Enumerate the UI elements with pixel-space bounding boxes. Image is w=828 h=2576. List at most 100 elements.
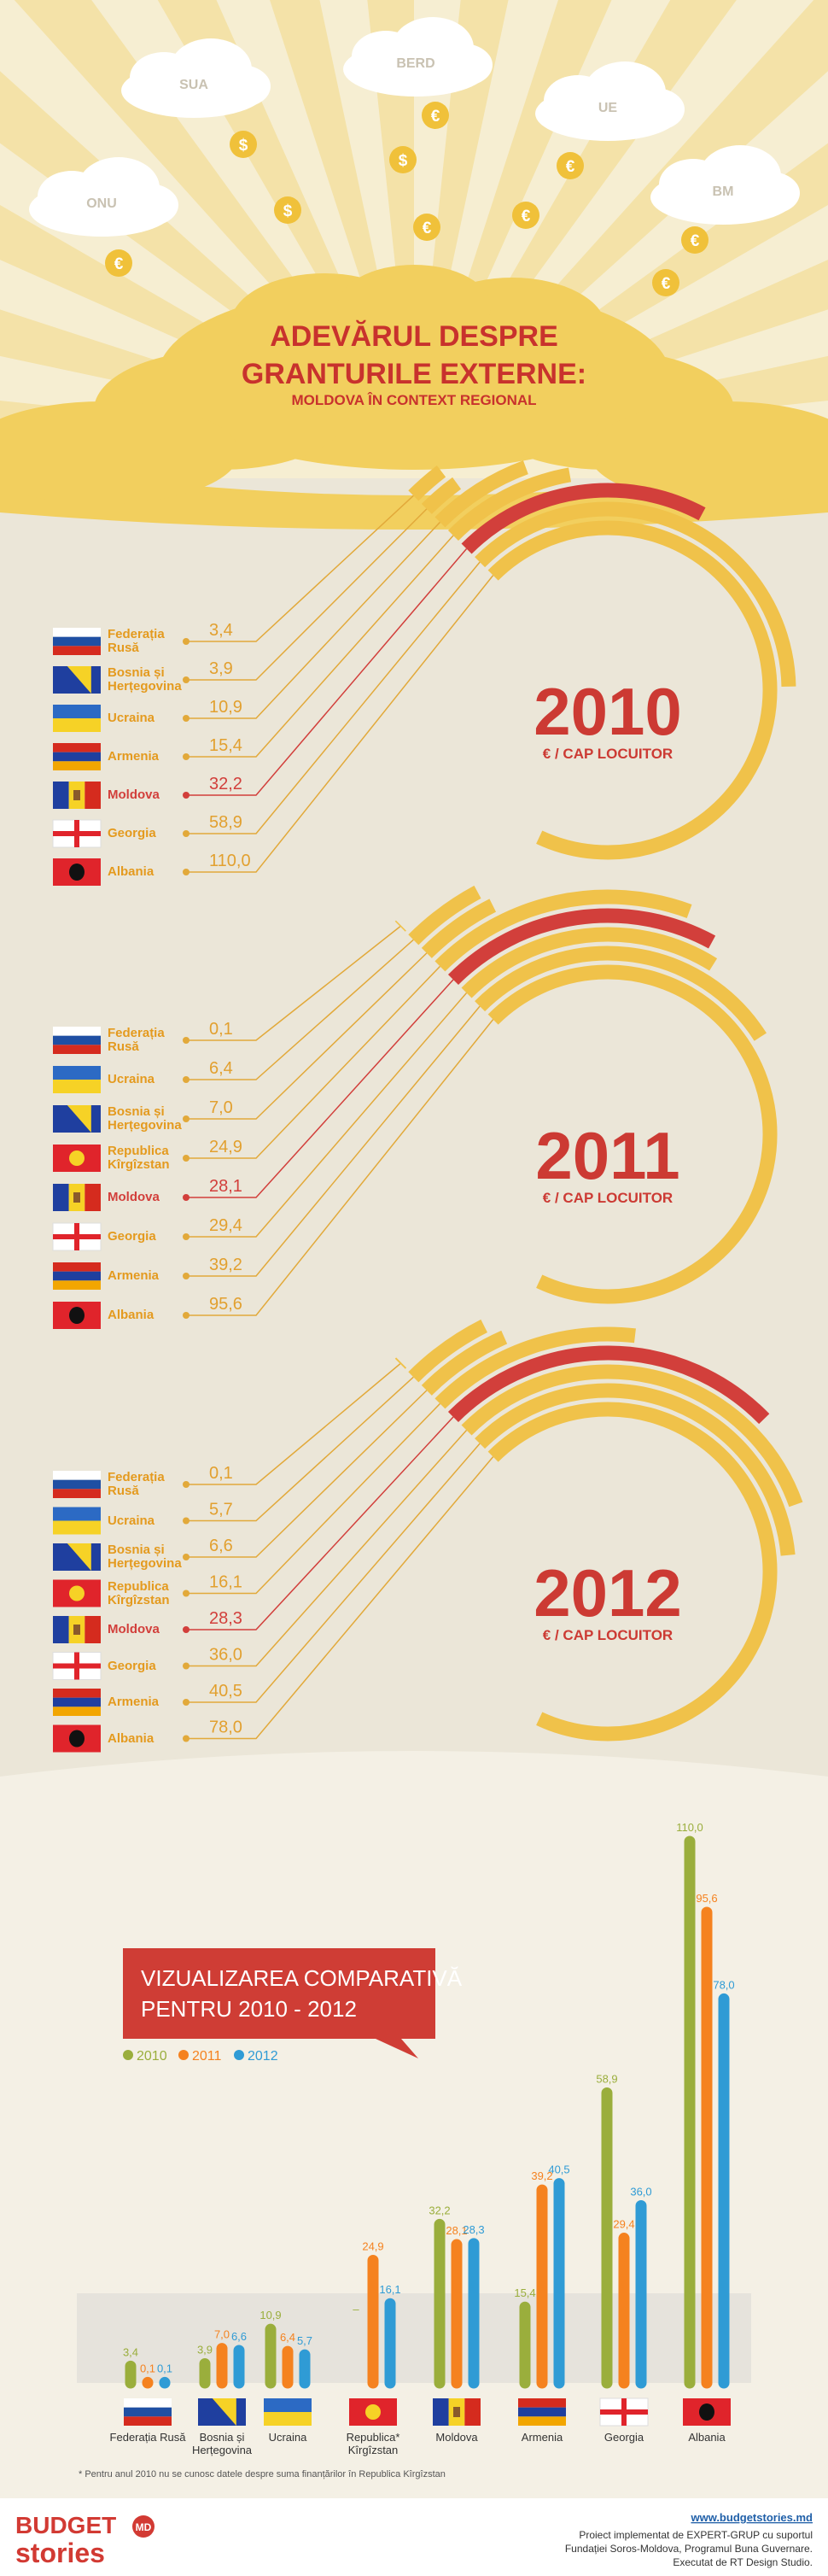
coin — [105, 249, 132, 277]
flag — [53, 1663, 101, 1669]
section-bg — [0, 478, 828, 1794]
coin — [557, 152, 584, 179]
flag — [53, 1471, 101, 1480]
leader-dot — [183, 715, 190, 722]
bar-value-label: 5,7 — [297, 2334, 312, 2347]
coin-symbol: € — [423, 220, 432, 237]
flag — [67, 666, 91, 694]
leader-dot — [183, 1037, 190, 1044]
coin-symbol: € — [431, 108, 440, 126]
leader-line — [186, 548, 468, 796]
bar-value-label: 32,2 — [429, 2204, 450, 2216]
unit: € / CAP LOCUITOR — [543, 746, 673, 762]
coin-symbol: € — [566, 158, 575, 176]
leader-dot — [183, 1233, 190, 1240]
leader-dot — [183, 1554, 190, 1560]
chart-title-box — [123, 1948, 435, 2058]
footer-url: www.budgetstories.md — [690, 2511, 813, 2524]
flag — [69, 1150, 85, 1166]
bar-value-label: 3,4 — [123, 2345, 138, 2358]
leader-line — [186, 1005, 481, 1277]
legend-label: 2012 — [248, 2049, 278, 2064]
flag — [53, 718, 101, 732]
cloud — [740, 172, 800, 214]
bar-value-label: 6,6 — [231, 2330, 247, 2343]
leader-dot — [183, 1273, 190, 1279]
legend-dot — [123, 2050, 133, 2060]
bar-value-label: 29,4 — [613, 2218, 634, 2231]
value-label: 16,1 — [209, 1573, 242, 1592]
leader-line — [186, 495, 414, 642]
bar-value-label: 28,3 — [463, 2223, 484, 2236]
logo: BUDGET — [15, 2512, 116, 2538]
flag — [124, 2398, 172, 2408]
value-label: 0,1 — [209, 1464, 233, 1483]
flag — [73, 790, 80, 800]
flag — [53, 743, 101, 752]
flag — [264, 2412, 312, 2426]
chart-title: VIZUALIZAREA COMPARATIVĂ — [141, 1965, 463, 1991]
flag — [53, 831, 101, 836]
flag — [124, 2416, 172, 2426]
leader-dot — [183, 1155, 190, 1162]
leader-dot — [183, 1194, 190, 1201]
flag — [69, 1307, 85, 1324]
chart-title: PENTRU 2010 - 2012 — [141, 1996, 357, 2022]
bar-value-label: 0,1 — [140, 2362, 155, 2374]
arc — [434, 1326, 636, 1409]
chart-base-band — [77, 2293, 751, 2383]
cloud-label: BERD — [396, 56, 434, 71]
flag — [67, 1105, 91, 1133]
coin-symbol: $ — [283, 202, 293, 220]
arc — [408, 465, 446, 501]
value-label: 10,9 — [209, 698, 242, 717]
leader-dot — [183, 869, 190, 875]
value-label: 36,0 — [209, 1646, 242, 1665]
flag — [53, 1507, 101, 1521]
subtitle: MOLDOVA ÎN CONTEXT REGIONAL — [291, 392, 536, 408]
leader-line — [186, 1443, 481, 1703]
arc — [434, 889, 692, 972]
value-label: 95,6 — [209, 1295, 242, 1314]
flag — [53, 1027, 101, 1036]
flag — [264, 2398, 312, 2412]
leader-line — [186, 521, 440, 719]
coin-symbol: $ — [239, 137, 248, 155]
leader-dot — [183, 1626, 190, 1633]
leader-line — [186, 508, 428, 681]
cloud — [119, 184, 178, 226]
flag — [53, 1262, 101, 1272]
value-label: 39,2 — [209, 1256, 242, 1274]
coin — [413, 214, 440, 241]
leader-dot — [183, 753, 190, 760]
value-label: 6,4 — [209, 1059, 233, 1078]
title-cloud — [0, 401, 239, 504]
coin-symbol: € — [522, 208, 531, 225]
flag — [124, 2407, 172, 2417]
flag — [67, 1543, 91, 1571]
leader-dot — [183, 676, 190, 683]
bar-value-label: 0,1 — [157, 2362, 172, 2374]
content: SUA BERD UE ONU BM € $ $ € $ € € € € € ADEVĂRUL DESPRE G… — [0, 17, 828, 2568]
flag — [53, 782, 69, 809]
leader-line — [186, 1363, 401, 1485]
flag — [53, 1479, 101, 1490]
value-label: 15,4 — [209, 736, 242, 755]
leader-line — [186, 952, 428, 1120]
flag — [433, 2398, 449, 2426]
cloud-label: UE — [598, 101, 618, 115]
flag — [53, 1689, 101, 1698]
flag — [453, 2407, 460, 2417]
bar-value-label: 10,9 — [259, 2309, 281, 2321]
flag — [518, 2398, 566, 2408]
bar-value-label: 40,5 — [548, 2163, 569, 2176]
value-label: 40,5 — [209, 1682, 242, 1701]
coin — [512, 202, 539, 229]
bar-value-label: 28,1 — [446, 2224, 467, 2237]
footer-credit: Fundației Soros-Moldova, Programul Buna … — [565, 2543, 813, 2555]
leader-line — [186, 1376, 414, 1522]
coin — [389, 146, 417, 173]
value-label: 29,4 — [209, 1216, 242, 1235]
logo-badge-text: MD — [136, 2521, 152, 2533]
